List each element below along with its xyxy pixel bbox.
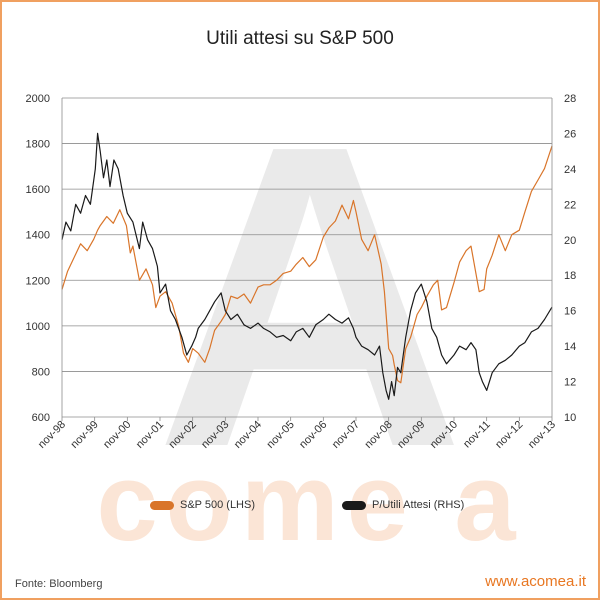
y-left-tick-label: 1400 <box>26 230 50 242</box>
y-right-tick-label: 18 <box>564 270 576 282</box>
legend-pe-swatch <box>342 500 366 510</box>
y-right-tick-label: 20 <box>564 235 576 247</box>
y-right-tick-label: 12 <box>564 377 576 389</box>
y-right-tick-label: 28 <box>564 93 576 105</box>
legend-sp500: S&P 500 (LHS) <box>150 499 255 511</box>
chart-title: Utili attesi su S&P 500 <box>206 28 394 49</box>
watermark-letter: A <box>155 57 466 537</box>
y-right-tick-label: 16 <box>564 306 576 318</box>
series-pe-line <box>61 132 553 400</box>
y-left-tick-label: 1800 <box>26 139 50 151</box>
y-left-tick-label: 1000 <box>26 321 50 333</box>
legend-sp500-swatch <box>150 500 174 510</box>
legend-pe: P/Utili Attesi (RHS) <box>342 499 464 511</box>
y-right-tick-label: 24 <box>564 164 576 176</box>
y-right-tick-label: 26 <box>564 128 576 140</box>
y-right-tick-label: 14 <box>564 341 576 353</box>
y-left-tick-label: 2000 <box>26 93 50 105</box>
y-left-tick-label: 1600 <box>26 184 50 196</box>
y-left-tick-label: 1200 <box>26 275 50 287</box>
footer-source: Fonte: Bloomberg <box>15 578 103 590</box>
footer-url[interactable]: www.acomea.it <box>485 573 586 590</box>
series-sp500-line <box>61 145 553 384</box>
legend-sp500-label: S&P 500 (LHS) <box>180 499 256 511</box>
y-left-tick-label: 800 <box>32 366 50 378</box>
y-right-tick-label: 22 <box>564 199 576 211</box>
y-left-tick-label: 600 <box>32 412 50 424</box>
x-tick-label: nov-13 <box>526 419 558 451</box>
legend-pe-label: P/Utili Attesi (RHS) <box>372 499 465 511</box>
y-right-tick-label: 10 <box>564 412 576 424</box>
